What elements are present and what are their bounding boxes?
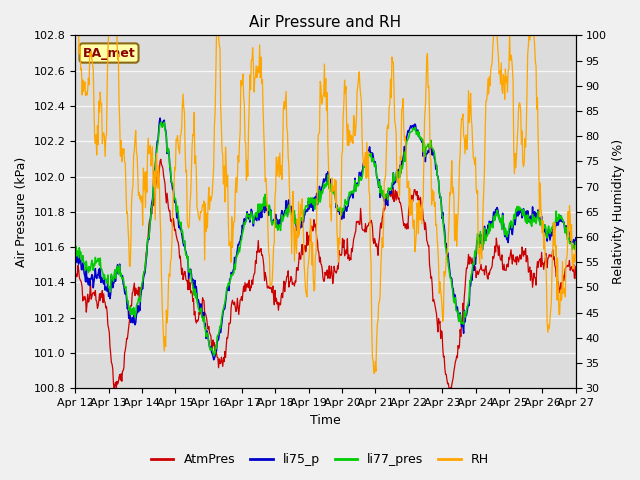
Line: li77_pres: li77_pres [75,122,576,356]
AtmPres [71,276,79,282]
li77_pres [572,239,580,245]
AtmPres [184,278,191,284]
AtmPres [210,343,218,348]
Line: li75_p: li75_p [75,118,576,360]
Y-axis label: Air Pressure (kPa): Air Pressure (kPa) [15,156,28,267]
AtmPres [81,297,88,302]
li75_p [132,320,140,325]
Line: AtmPres: AtmPres [75,159,576,391]
li77_pres [387,187,395,192]
X-axis label: Time: Time [310,414,341,427]
RH [81,83,88,89]
AtmPres [387,193,394,199]
li75_p [81,271,88,276]
li75_p [402,146,410,152]
li77_pres [81,261,88,267]
li77_pres [402,150,410,156]
Title: Air Pressure and RH: Air Pressure and RH [250,15,401,30]
RH [387,76,394,82]
Line: RH: RH [75,36,576,373]
li77_pres [211,352,218,358]
Legend: AtmPres, li75_p, li77_pres, RH: AtmPres, li75_p, li77_pres, RH [146,448,494,471]
li75_p [156,115,164,121]
li75_p [387,191,395,196]
li75_p [71,258,79,264]
Y-axis label: Relativity Humidity (%): Relativity Humidity (%) [612,139,625,284]
RH [132,128,140,133]
RH [401,133,409,139]
AtmPres [572,264,580,269]
li75_p [211,355,218,361]
li75_p [572,235,580,240]
li77_pres [71,254,79,260]
RH [370,370,378,376]
RH [572,243,580,249]
li77_pres [210,353,218,359]
RH [71,33,79,38]
RH [182,168,190,173]
AtmPres [446,388,454,394]
li75_p [184,255,191,261]
li75_p [210,357,218,363]
AtmPres [132,285,140,291]
AtmPres [157,156,164,162]
RH [209,176,217,182]
Text: BA_met: BA_met [83,47,136,60]
li77_pres [184,256,191,262]
li77_pres [132,311,140,316]
AtmPres [401,225,409,231]
li77_pres [161,120,168,125]
